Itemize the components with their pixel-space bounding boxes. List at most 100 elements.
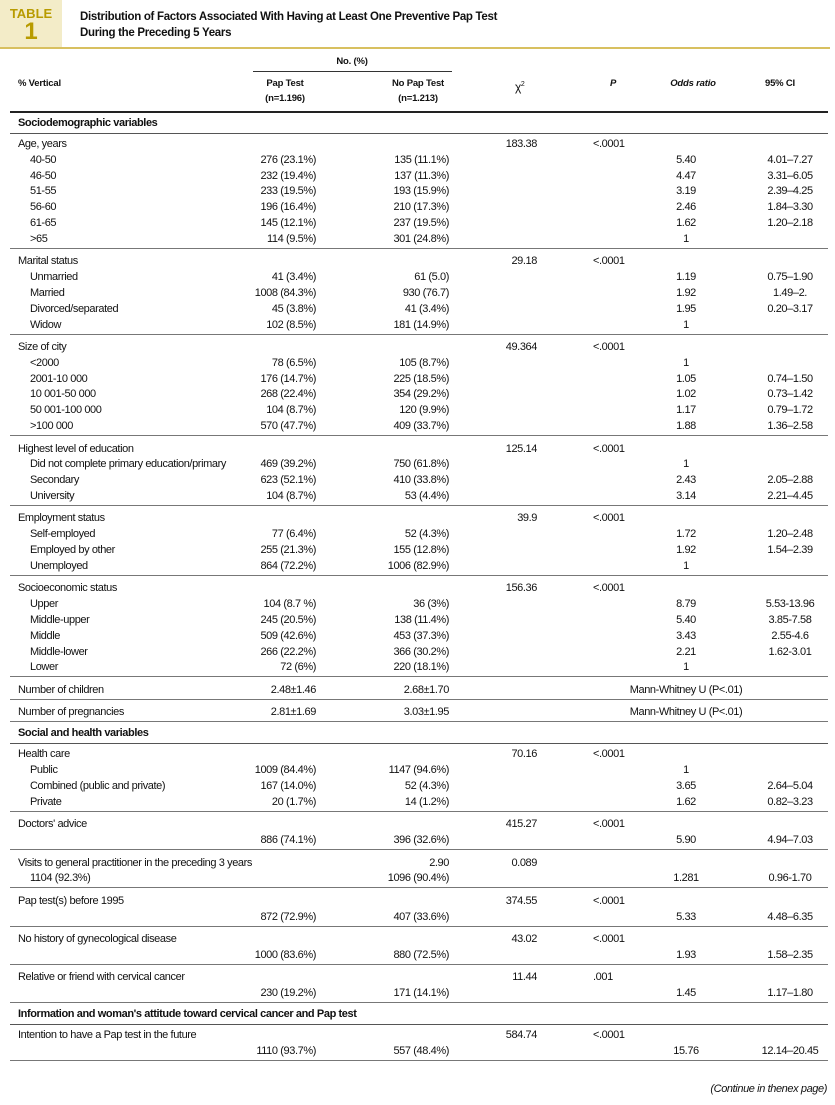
row-rule [10, 676, 828, 678]
pap-value: 72 (6%) [280, 661, 316, 674]
p-value: <.0001 [593, 894, 625, 907]
odds-ratio: 1.72 [676, 528, 696, 541]
odds-ratio: 1.62 [676, 795, 696, 808]
confidence-interval: 1.36–2.58 [767, 420, 813, 432]
confidence-interval: 4.48–6.35 [767, 910, 813, 923]
row-rule [10, 743, 828, 745]
row-label: Number of pregnancies [18, 706, 124, 719]
row-label: Doctors' advice [18, 818, 87, 831]
confidence-interval: 2.55-4.6 [771, 629, 809, 642]
odds-ratio: 4.47 [676, 169, 696, 182]
row-label: Middle [30, 629, 61, 642]
odds-ratio: Mann-Whitney U (P<.01) [629, 706, 743, 719]
odds-ratio: Mann-Whitney U (P<.01) [629, 683, 743, 696]
pap-value: 77 (6.4%) [271, 528, 316, 541]
table-number: 1 [24, 18, 38, 45]
row-label: >100 000 [30, 420, 73, 432]
row-label: No history of gynecological disease [18, 933, 177, 946]
nopap-value: 135 (11.1%) [394, 153, 449, 166]
row-label: Widow [30, 318, 62, 331]
row-label: Middle-lower [30, 645, 88, 658]
row-label: 51-55 [30, 185, 57, 198]
footer-note: (Continue in thenex page) [710, 1083, 827, 1095]
odds-ratio: 1 [683, 661, 689, 674]
row-rule [10, 1024, 828, 1026]
odds-ratio: 3.65 [676, 779, 696, 792]
column-header: Odds ratio [670, 78, 716, 89]
confidence-interval: 0.73–1.42 [767, 388, 813, 401]
nopap-value: 138 (11.4%) [394, 613, 449, 626]
nopap-value: 880 (72.5%) [393, 948, 449, 961]
nopap-value: 3.03±1.95 [403, 706, 450, 719]
pap-value: 2.81±1.69 [270, 706, 317, 719]
chi-square: 70.16 [511, 748, 537, 761]
row-label: Visits to general practitioner in the pr… [18, 856, 252, 869]
section-header: Information and woman's attitude toward … [18, 1008, 357, 1021]
pap-value: 864 (72.2%) [260, 559, 316, 572]
pap-value: 509 (42.6%) [260, 629, 316, 642]
row-label: 46-50 [30, 169, 57, 182]
pap-value: 1110 (93.7%) [256, 1045, 316, 1057]
odds-ratio: 2.43 [676, 474, 696, 487]
nopap-value: 410 (33.8%) [393, 474, 449, 487]
chi-square: 29.18 [511, 255, 537, 268]
confidence-interval: 0.74–1.50 [767, 372, 813, 385]
odds-ratio: 2.21 [676, 645, 696, 658]
confidence-interval: 4.01–7.27 [767, 153, 813, 166]
row-rule [10, 1002, 828, 1004]
row-rule [10, 887, 828, 889]
row-rule [10, 963, 828, 965]
nopap-value: 1096 (90.4%) [387, 872, 450, 885]
column-header: (n=1.196) [265, 93, 305, 104]
confidence-interval: 1.20–2.48 [767, 528, 813, 541]
confidence-interval: 2.39–4.25 [767, 185, 813, 198]
column-header: (n=1.213) [398, 93, 438, 104]
nopap-value: 181 (14.9%) [393, 318, 449, 331]
nopap-value: 2.68±1.70 [403, 683, 450, 696]
row-label: Private [30, 795, 62, 808]
odds-ratio: 3.43 [676, 629, 696, 642]
p-value: <.0001 [593, 933, 625, 946]
confidence-interval: 12.14–20.45 [761, 1045, 819, 1057]
p-value: <.0001 [593, 582, 625, 595]
p-value: <.0001 [593, 442, 625, 455]
nopap-value: 52 (4.3%) [404, 528, 449, 541]
section-header: Sociodemographic variables [18, 117, 158, 129]
p-value: <.0001 [593, 1029, 625, 1042]
nopap-value: 301 (24.8%) [393, 232, 449, 245]
row-label: 10 001-50 000 [30, 388, 96, 401]
pap-value: 145 (12.1%) [260, 217, 316, 229]
pap-value: 114 (9.5%) [267, 232, 316, 245]
p-value: <.0001 [593, 818, 625, 831]
nopap-value: 930 (76.7) [402, 286, 450, 299]
pap-value: 245 (20.5%) [260, 613, 316, 626]
chi-square: 125.14 [505, 442, 538, 455]
nopap-value: 1147 (94.6%) [388, 764, 450, 777]
row-label: Intention to have a Pap test in the futu… [18, 1029, 197, 1042]
odds-ratio: 1 [683, 559, 689, 572]
pap-value: 2.48±1.46 [270, 683, 317, 696]
pap-value: 196 (16.4%) [260, 201, 316, 214]
row-rule [10, 574, 828, 576]
nopap-value: 750 (61.8%) [393, 458, 449, 471]
row-label: Employed by other [30, 544, 115, 556]
odds-ratio: 1.45 [676, 987, 696, 1000]
chi-symbol: χ [515, 80, 521, 94]
pap-value: 1008 (84.3%) [254, 286, 317, 299]
odds-ratio: 1.92 [676, 286, 696, 299]
row-rule [10, 698, 828, 700]
row-label: Unmarried [30, 271, 78, 284]
row-label: Health care [18, 748, 70, 761]
chi-square: 183.38 [505, 138, 538, 150]
odds-ratio: 5.40 [676, 613, 696, 626]
pap-value: 102 (8.5%) [266, 318, 316, 331]
pap-value: 45 (3.8%) [271, 302, 316, 315]
row-rule [10, 247, 828, 249]
pap-value: 104 (8.7%) [266, 489, 316, 502]
chi-square: 0.089 [511, 856, 537, 869]
confidence-interval: 0.82–3.23 [767, 795, 813, 808]
chi-square: 156.36 [505, 582, 538, 595]
nopap-value: 225 (18.5%) [393, 372, 449, 385]
row-rule [10, 925, 828, 927]
nopap-value: 53 (4.4%) [404, 489, 449, 502]
